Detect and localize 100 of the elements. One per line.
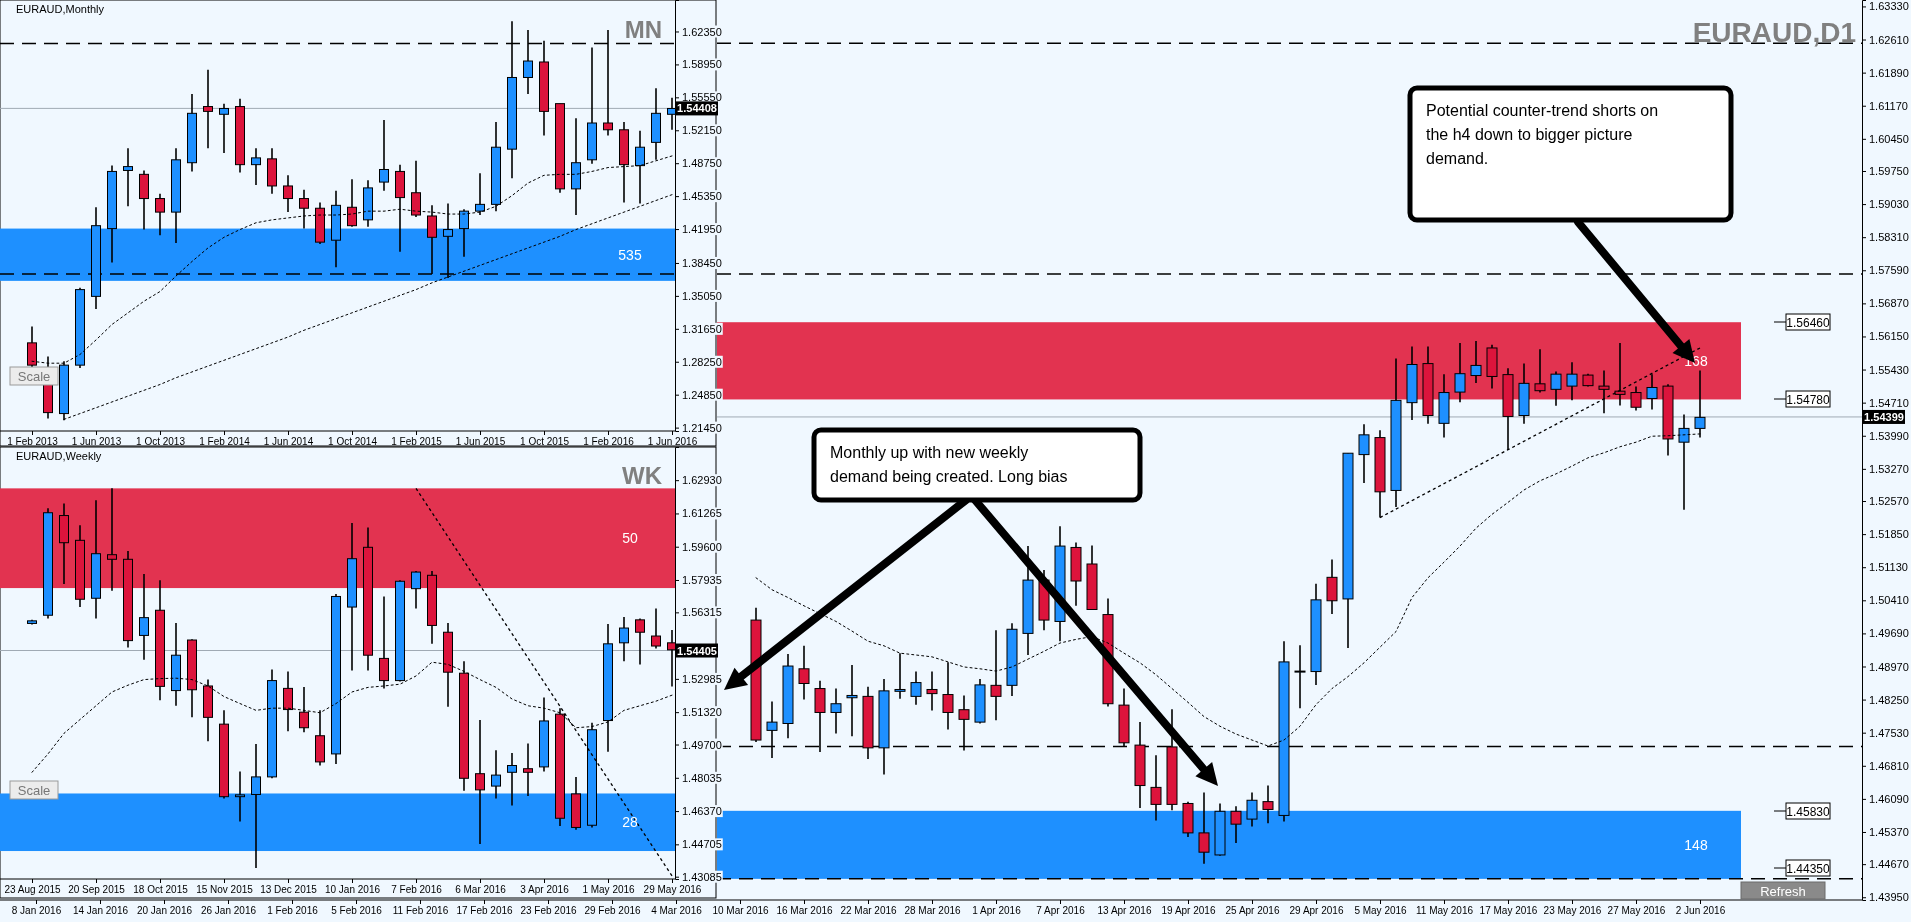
band-label: 535 xyxy=(618,246,642,263)
candlestick xyxy=(1358,423,1370,484)
x-tick-label: 15 Nov 2015 xyxy=(196,884,254,896)
band-label: 28 xyxy=(622,814,638,831)
y-tick-label: 1.52985 xyxy=(682,672,722,685)
x-tick-label: 29 May 2016 xyxy=(643,884,702,896)
y-tick-label: 1.61890 xyxy=(1869,66,1909,79)
y-tick-label: 1.28250 xyxy=(682,355,722,368)
x-tick-label: 25 Apr 2016 xyxy=(1225,905,1280,917)
x-tick-label: 1 Oct 2014 xyxy=(328,436,378,448)
candlestick xyxy=(1646,373,1658,411)
y-tick-label: 1.63330 xyxy=(1869,0,1909,13)
y-tick-label: 1.51850 xyxy=(1869,528,1909,541)
x-tick-label: 19 Apr 2016 xyxy=(1161,905,1216,917)
x-tick-label: 23 Aug 2015 xyxy=(4,884,62,896)
x-tick-label: 1 Jun 2016 xyxy=(647,436,698,448)
x-tick-label: 27 May 2016 xyxy=(1607,905,1666,917)
x-tick-label: 1 Feb 2016 xyxy=(583,436,635,448)
y-tick-label: 1.59030 xyxy=(1869,198,1909,211)
chart-title: EURAUD,Weekly xyxy=(16,450,102,462)
y-tick-label: 1.21450 xyxy=(682,421,722,434)
y-tick-label: 1.52570 xyxy=(1869,495,1909,508)
candlestick xyxy=(123,147,133,208)
y-tick-label: 1.55550 xyxy=(682,91,722,104)
candlestick xyxy=(1150,754,1162,822)
candlestick xyxy=(1326,558,1338,615)
candlestick xyxy=(1198,791,1210,865)
x-tick-label: 7 Feb 2016 xyxy=(391,884,443,896)
text: EURAUD,D1 xyxy=(1692,17,1856,48)
candlestick xyxy=(635,617,645,666)
x-tick-label: 11 Feb 2016 xyxy=(392,905,449,917)
text: MN xyxy=(624,16,662,43)
candlestick xyxy=(251,147,261,186)
y-tick-label: 1.46810 xyxy=(1869,759,1909,772)
y-tick-label: 1.24850 xyxy=(682,388,722,401)
x-tick-label: 1 Jun 2014 xyxy=(263,436,314,448)
x-tick-label: 1 Apr 2016 xyxy=(972,905,1022,917)
x-tick-label: 29 Feb 2016 xyxy=(584,905,642,917)
x-tick-label: 1 Jun 2013 xyxy=(71,436,122,448)
x-tick-label: 29 Apr 2016 xyxy=(1289,905,1344,917)
candlestick xyxy=(798,645,810,701)
candlestick xyxy=(107,487,117,592)
x-tick-label: 17 Feb 2016 xyxy=(456,905,514,917)
x-tick-label: 13 Dec 2015 xyxy=(260,884,318,896)
annotation: Potential counter-trend shorts on the h4 down to bigger picture demand. xyxy=(1426,102,1659,167)
y-tick-label: 1.46370 xyxy=(682,805,722,818)
candlestick xyxy=(1294,644,1306,710)
y-tick-label: 1.48250 xyxy=(1869,693,1909,706)
y-tick-label: 1.56150 xyxy=(1869,330,1909,343)
y-tick-label: 1.56315 xyxy=(682,606,722,619)
x-tick-label: 28 Mar 2016 xyxy=(904,905,962,917)
x-tick-label: 1 Feb 2016 xyxy=(267,905,319,917)
annotation: Scale xyxy=(17,783,51,798)
y-tick-label: 1.48970 xyxy=(1869,660,1909,673)
y-tick-label: 1.49690 xyxy=(1869,627,1909,640)
chart-title: EURAUD,Monthly xyxy=(16,3,105,15)
y-tick-label: 1.57590 xyxy=(1869,264,1909,277)
candlestick xyxy=(619,616,629,662)
y-tick-label: 1.44670 xyxy=(1869,858,1909,871)
y-tick-label: 1.45370 xyxy=(1869,825,1909,838)
candlestick xyxy=(894,652,906,700)
band-label: 50 xyxy=(622,530,638,547)
annotation: Scale xyxy=(17,369,51,384)
x-tick-label: 22 Mar 2016 xyxy=(840,905,898,917)
y-tick-label: 1.41950 xyxy=(682,223,722,236)
x-tick-label: 26 Jan 2016 xyxy=(200,905,257,917)
y-tick-label: 1.53990 xyxy=(1869,429,1909,442)
candlestick xyxy=(1262,784,1274,825)
x-tick-label: 20 Jan 2016 xyxy=(136,905,193,917)
y-tick-label: 1.54710 xyxy=(1869,396,1909,409)
x-tick-label: 10 Jan 2016 xyxy=(324,884,381,896)
y-tick-label: 1.48750 xyxy=(682,157,722,170)
candlestick xyxy=(1550,370,1562,407)
x-tick-label: 2 Jun 2016 xyxy=(1675,905,1726,917)
candlestick xyxy=(1470,340,1482,384)
candlestick xyxy=(1230,805,1242,844)
candlestick xyxy=(651,607,661,650)
x-tick-label: 20 Sep 2015 xyxy=(68,884,126,896)
candlestick xyxy=(990,629,1002,722)
y-tick-label: 1.60450 xyxy=(1869,132,1909,145)
y-tick-label: 1.49700 xyxy=(682,738,722,751)
candlestick xyxy=(926,670,938,712)
y-tick-label: 1.47530 xyxy=(1869,726,1909,739)
x-tick-label: 14 Jan 2016 xyxy=(72,905,129,917)
candlestick xyxy=(910,670,922,706)
candlestick xyxy=(942,661,954,731)
x-tick-label: 1 Oct 2015 xyxy=(520,436,570,448)
candlestick xyxy=(203,68,213,149)
candlestick xyxy=(379,119,389,192)
y-tick-label: 1.43085 xyxy=(682,870,722,883)
x-tick-label: 4 Mar 2016 xyxy=(651,905,703,917)
candlestick xyxy=(283,670,293,732)
candlestick xyxy=(219,102,229,154)
text: WK xyxy=(622,462,663,489)
candlestick xyxy=(523,742,533,797)
candlestick xyxy=(1566,361,1578,402)
y-tick-label: 1.57935 xyxy=(682,574,722,586)
candlestick xyxy=(299,686,309,734)
x-tick-label: 1 May 2016 xyxy=(582,884,636,896)
candlestick xyxy=(475,719,485,845)
